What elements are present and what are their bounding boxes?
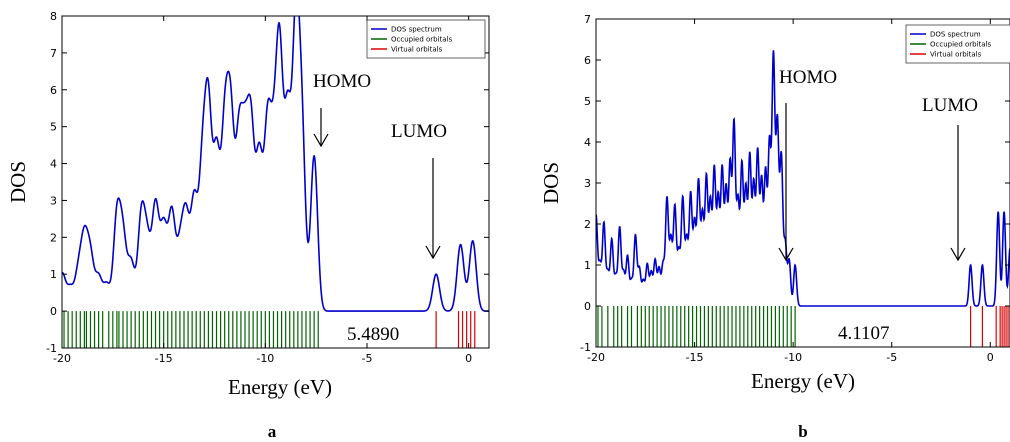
y-tick-label: 4 [584,136,591,149]
y-tick-label: 2 [584,218,591,231]
legend-label: DOS spectrum [930,31,981,39]
y-tick-label: 0 [50,305,57,318]
x-axis-label: Energy (eV) [228,375,332,399]
y-tick-label: 7 [584,13,591,26]
y-tick-label: 3 [50,194,57,207]
legend-label: Virtual orbitals [391,46,443,54]
homo-label: HOMO [313,71,371,92]
x-tick-label: 0 [987,351,994,364]
plot-frame [61,15,490,349]
y-tick-label: 6 [584,54,591,67]
band-gap-label: 5.4890 [347,324,399,345]
lumo-label: LUMO [922,95,978,116]
x-tick-label: -20 [587,351,605,364]
legend-label: DOS spectrum [391,26,442,34]
y-tick-label: 8 [50,10,57,23]
legend-label: Virtual orbitals [930,51,982,59]
panel-label: a [268,422,277,441]
y-tick-label: 0 [584,300,591,313]
x-tick-label: -15 [686,351,704,364]
legend: DOS spectrum Occupied orbitals Virtual orb… [366,19,486,59]
y-tick-label: 3 [584,177,591,190]
occupied-orbitals-sticks [597,306,796,347]
x-tick-label: -15 [155,352,173,365]
x-tick-label: -5 [362,352,373,365]
occupied-orbitals-sticks [63,311,319,348]
y-tick-label: 6 [50,84,57,97]
lumo-label: LUMO [391,121,447,142]
x-tick-label: 0 [465,352,472,365]
x-tick-label: -10 [784,351,802,364]
panel-label: b [798,422,807,441]
annotation-arrow-head [313,133,329,148]
y-tick-label: 5 [584,95,591,108]
x-tick-label: -5 [886,351,897,364]
legend-label: Occupied orbitals [930,41,992,49]
virtual-orbitals-sticks [969,306,1010,347]
homo-label: HOMO [779,67,837,88]
y-tick-label: 4 [50,158,57,171]
x-tick-label: -10 [256,352,274,365]
virtual-orbitals-sticks [435,311,476,348]
dos-spectrum-line [62,16,489,312]
x-tick-label: -20 [53,352,71,365]
y-tick-label: 7 [50,47,57,60]
annotation-arrow-head [425,245,441,260]
y-tick-label: 1 [50,268,57,281]
band-gap-label: 4.1107 [838,323,890,344]
y-tick-label: 2 [50,231,57,244]
dos-spectrum-line [596,50,1010,307]
y-axis-label: DOS [539,162,563,204]
y-tick-label: -1 [580,341,591,354]
annotation-arrow-head [778,247,794,262]
legend: DOS spectrum Occupied orbitals Virtual orb… [905,24,1010,64]
y-tick-label: 1 [584,259,591,272]
y-tick-label: -1 [46,342,57,355]
x-axis-label: Energy (eV) [751,369,855,393]
legend-label: Occupied orbitals [391,36,453,44]
annotation-arrow-head [950,247,966,262]
y-axis-label: DOS [6,161,30,203]
y-tick-label: 5 [50,121,57,134]
